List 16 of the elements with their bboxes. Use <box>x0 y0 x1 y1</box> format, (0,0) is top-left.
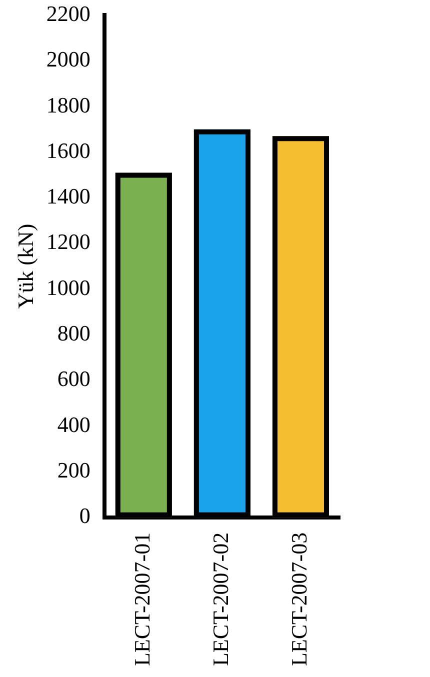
y-tick-label: 0 <box>79 503 90 528</box>
y-tick-label: 1600 <box>46 138 90 163</box>
y-tick-label: 2200 <box>46 0 90 26</box>
y-tick-label: 1800 <box>46 92 90 118</box>
y-axis-title: Yük (kN) <box>12 224 38 309</box>
y-tick-label: 1000 <box>46 274 90 300</box>
y-tick-label: 600 <box>57 366 90 392</box>
x-tick-label: LECT-2007-03 <box>286 532 312 666</box>
y-tick-label: 200 <box>57 458 90 483</box>
y-tick-label: 400 <box>57 412 90 437</box>
y-tick-label: 800 <box>57 320 90 346</box>
x-tick-label: LECT-2007-01 <box>129 532 154 666</box>
x-tick-label: LECT-2007-02 <box>208 532 233 666</box>
y-tick-label: 2000 <box>46 46 90 72</box>
y-tick-label: 1200 <box>46 229 90 254</box>
y-tick-label: 1400 <box>46 184 90 209</box>
